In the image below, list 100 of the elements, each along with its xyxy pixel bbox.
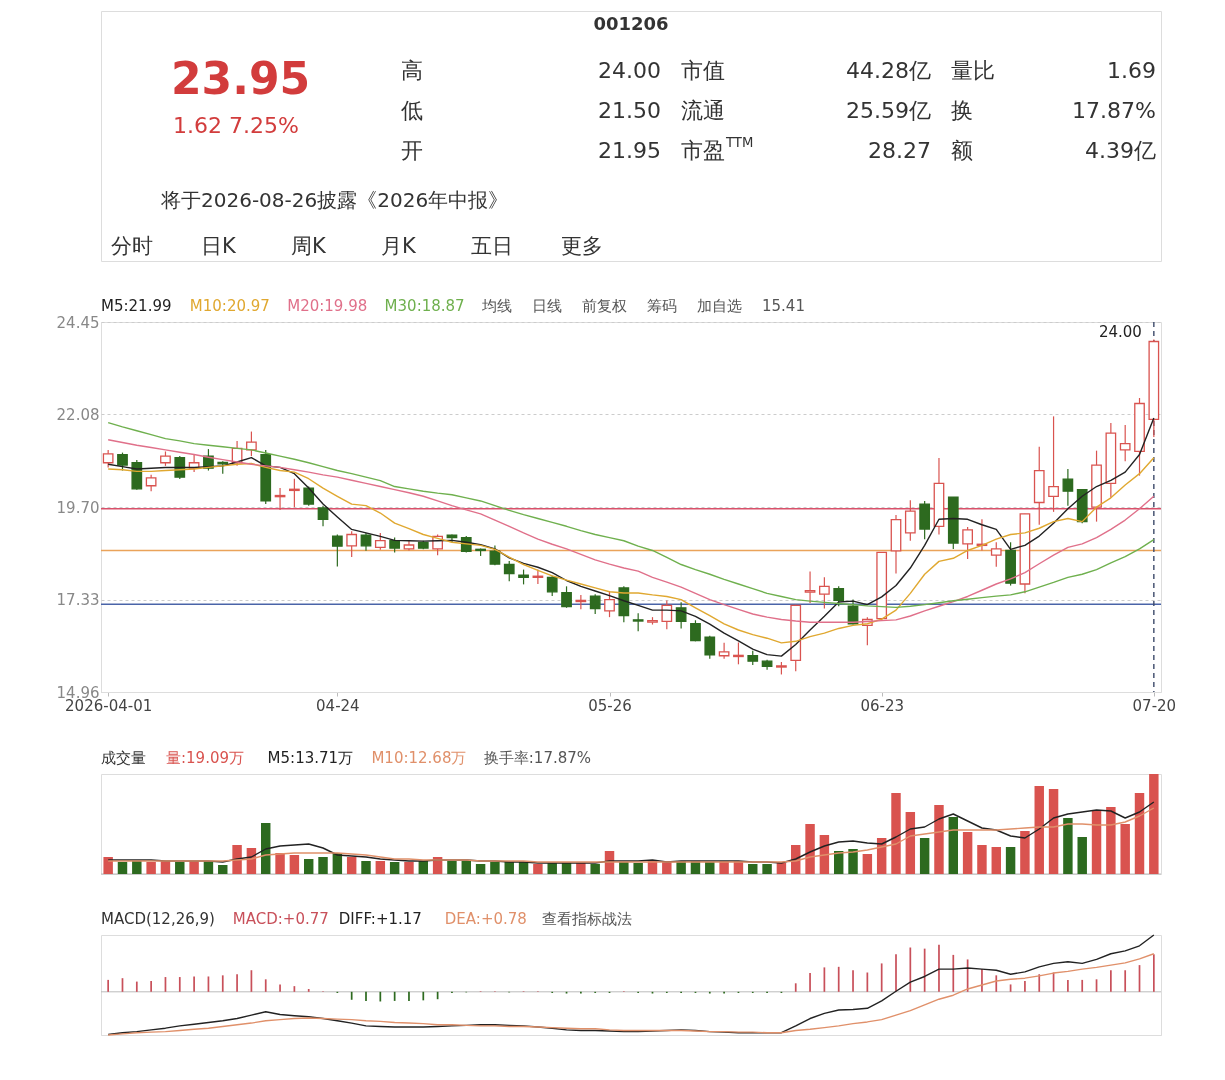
bar	[303, 859, 314, 874]
y-tick-label: 24.45	[56, 313, 100, 332]
text: 量:19.09万	[166, 749, 244, 767]
text: 24.00	[598, 58, 661, 83]
candlestick	[833, 585, 845, 607]
bar	[1077, 837, 1087, 874]
bar	[346, 857, 357, 874]
text: 001206	[593, 13, 669, 34]
bar	[977, 845, 987, 874]
text: 4.39亿	[1085, 138, 1156, 163]
candlestick	[804, 570, 816, 604]
x-tick-label: 06-23	[860, 696, 904, 715]
x-tick-label: 04-24	[316, 696, 360, 715]
bar	[1005, 847, 1016, 874]
text: 44.28亿	[846, 58, 931, 83]
bar	[619, 862, 629, 874]
bar	[576, 863, 586, 874]
bar	[447, 861, 457, 874]
y-tick-label: 19.70	[56, 498, 100, 517]
bar	[132, 861, 142, 874]
candlestick	[904, 499, 916, 542]
text: 日K	[201, 234, 237, 258]
text: 筹码	[647, 297, 677, 315]
text: 1.62 7.25%	[173, 113, 299, 138]
text: 1.69	[1107, 58, 1156, 83]
text: 23.95	[171, 53, 311, 104]
bar	[146, 862, 156, 874]
bar	[490, 862, 500, 874]
bar	[891, 793, 901, 874]
chart-title: MACD(12,26,9)	[101, 910, 215, 928]
text: 五日	[471, 234, 513, 258]
bar	[1134, 793, 1145, 874]
text: 月K	[381, 234, 417, 258]
bar	[1020, 831, 1030, 874]
candlestick	[589, 593, 601, 615]
bar	[905, 812, 916, 874]
text: M10:20.97	[189, 297, 270, 315]
text: 开	[401, 138, 423, 163]
bar	[189, 861, 199, 874]
candlestick	[346, 530, 358, 558]
text: M5:13.71万	[267, 749, 354, 767]
bar	[805, 824, 815, 874]
bar	[533, 864, 543, 874]
text: 更多	[561, 234, 603, 258]
bar	[919, 838, 930, 874]
text: M20:19.98	[287, 297, 368, 315]
bar	[275, 853, 285, 874]
text: 换手率:17.87%	[483, 749, 592, 767]
y-tick-label: 22.08	[56, 405, 100, 424]
text: 低	[401, 98, 423, 123]
bar	[232, 845, 242, 874]
text: 流通	[681, 98, 725, 123]
annotation: 24.00	[1098, 322, 1142, 341]
text: 前复权	[582, 297, 627, 315]
text: 市值	[681, 58, 725, 83]
text: 均线	[481, 297, 512, 315]
text: 额	[951, 138, 973, 163]
candlestick	[1062, 468, 1074, 507]
x-tick-label: 05-26	[588, 696, 632, 715]
bar	[862, 854, 873, 874]
text: 分时	[111, 234, 153, 258]
bar	[1063, 818, 1073, 874]
bar	[848, 849, 858, 874]
candlestick	[317, 505, 329, 527]
bar	[375, 861, 386, 874]
text: 15.41	[762, 297, 805, 315]
text: M10:12.68万	[371, 749, 467, 767]
candlestick	[675, 601, 687, 630]
text: M5:21.99	[101, 297, 172, 315]
candlestick	[1119, 424, 1131, 462]
text: 将于2026-08-26披露《2026年中报》	[160, 188, 509, 212]
text: 21.50	[598, 98, 661, 123]
bar	[962, 832, 973, 874]
candlestick	[1048, 415, 1059, 513]
bar	[1106, 807, 1116, 874]
text: 换	[951, 98, 973, 123]
bar	[762, 864, 772, 874]
candlestick	[331, 533, 343, 568]
bar	[318, 857, 328, 874]
text: DEA:+0.78	[444, 910, 527, 928]
bar	[175, 862, 185, 874]
text: 17.87%	[1072, 98, 1156, 123]
candlestick	[962, 526, 973, 560]
text: MACD:+0.77	[232, 910, 329, 928]
text: 28.27	[868, 138, 931, 163]
bar	[1048, 789, 1059, 874]
bar	[218, 865, 228, 874]
text: 查看指标战法	[542, 910, 633, 928]
candlestick	[561, 585, 572, 609]
bar	[1034, 786, 1044, 874]
bar	[547, 863, 557, 874]
candlestick	[718, 642, 730, 660]
bar	[404, 862, 414, 874]
bar	[776, 863, 787, 874]
candlestick	[819, 576, 830, 610]
bar	[991, 847, 1001, 874]
text: M30:18.87	[384, 297, 465, 315]
text: 量比	[951, 58, 995, 83]
bar	[461, 861, 471, 874]
candlestick	[246, 430, 257, 457]
